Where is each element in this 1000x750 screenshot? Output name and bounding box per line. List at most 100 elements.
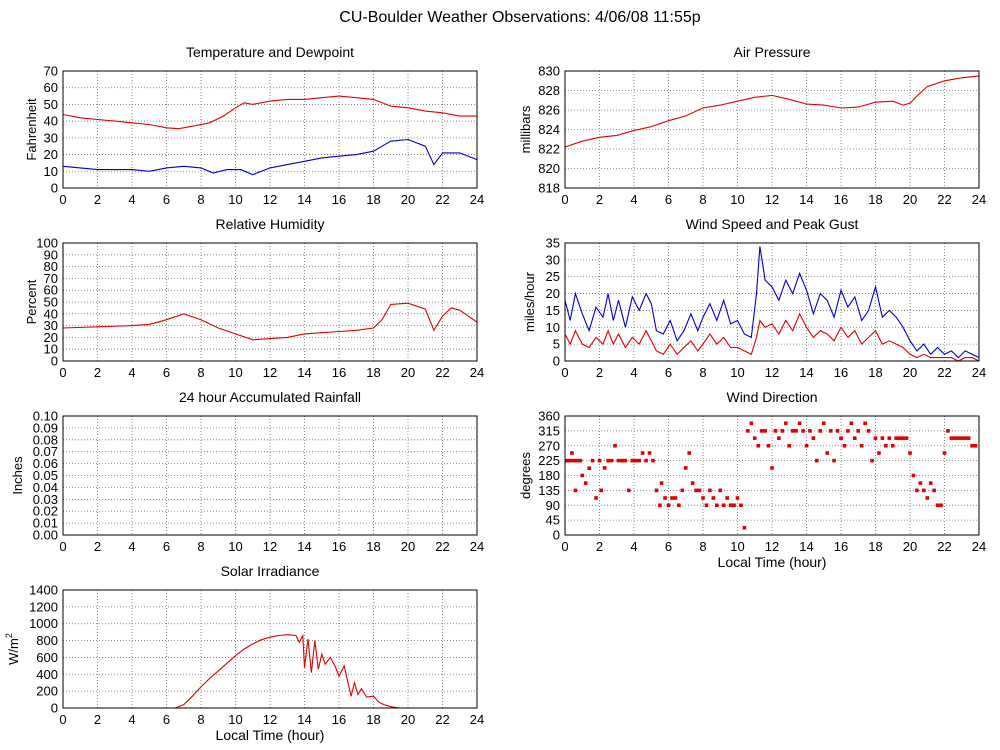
data-point xyxy=(746,429,750,433)
y-axis-label-superscript: 2 xyxy=(4,633,14,638)
data-point xyxy=(770,466,774,470)
data-point xyxy=(677,503,681,508)
x-tick-label: 20 xyxy=(903,365,917,380)
x-tick-label: 8 xyxy=(197,539,204,554)
y-tick-label: 0.10 xyxy=(33,409,58,424)
y-axis-label-text: Percent xyxy=(24,279,39,324)
x-tick-label: 8 xyxy=(699,365,706,380)
data-point xyxy=(654,488,659,493)
x-tick-label: 22 xyxy=(937,192,951,207)
x-tick-label: 22 xyxy=(937,365,951,380)
direction-y-axis-label: degrees xyxy=(518,452,533,499)
x-tick-label: 16 xyxy=(332,712,346,727)
x-tick-label: 4 xyxy=(128,712,135,727)
x-tick-label: 24 xyxy=(470,365,484,380)
data-point xyxy=(623,458,628,463)
data-point xyxy=(939,503,943,508)
data-point xyxy=(825,451,829,455)
data-point xyxy=(690,481,695,485)
y-tick-label: 400 xyxy=(36,667,58,682)
x-tick-label: 20 xyxy=(401,539,415,554)
y-tick-label: 0.00 xyxy=(33,528,58,543)
wind-plot-frame xyxy=(564,242,980,362)
y-tick-label: 180 xyxy=(538,468,560,483)
data-point xyxy=(663,496,667,500)
x-tick-label: 14 xyxy=(799,539,813,554)
data-point xyxy=(568,458,572,463)
data-point xyxy=(597,458,602,463)
data-point xyxy=(790,429,795,433)
y-tick-label: 15 xyxy=(546,303,560,318)
data-point xyxy=(687,451,691,455)
data-point xyxy=(801,429,805,433)
y-axis-label-text: Fahrenheit xyxy=(24,98,39,161)
data-point xyxy=(773,429,778,433)
data-point xyxy=(863,421,867,426)
data-point xyxy=(708,488,712,493)
data-point xyxy=(859,443,864,448)
data-point xyxy=(880,436,885,440)
x-tick-label: 0 xyxy=(561,365,568,380)
data-point xyxy=(728,503,733,508)
y-tick-label: 25 xyxy=(546,269,560,284)
x-tick-label: 6 xyxy=(665,192,672,207)
x-tick-label: 22 xyxy=(937,539,951,554)
x-tick-label: 16 xyxy=(834,365,848,380)
data-point xyxy=(894,436,898,440)
y-tick-label: 0 xyxy=(553,528,560,543)
data-point xyxy=(887,436,892,440)
x-tick-label: 18 xyxy=(366,539,380,554)
pressure-title: Air Pressure xyxy=(733,44,810,60)
data-point xyxy=(721,503,726,508)
y-tick-label: 828 xyxy=(538,83,560,98)
y-tick-label: 30 xyxy=(546,252,560,267)
data-point xyxy=(873,436,878,440)
data-point xyxy=(808,429,812,433)
data-point xyxy=(877,451,881,455)
y-tick-label: 822 xyxy=(538,142,560,157)
y-tick-label: 30 xyxy=(44,318,58,333)
data-point xyxy=(794,429,798,433)
x-tick-label: 18 xyxy=(868,192,882,207)
y-tick-label: 0 xyxy=(51,354,58,369)
data-point xyxy=(922,488,926,493)
data-point xyxy=(815,458,819,463)
y-tick-label: 10 xyxy=(44,342,58,357)
data-point xyxy=(942,451,947,455)
temp-series-1-line xyxy=(62,138,478,176)
y-tick-label: 0.03 xyxy=(33,492,58,507)
x-tick-label: 2 xyxy=(94,192,101,207)
y-tick-label: 20 xyxy=(546,286,560,301)
wind-series-0-line xyxy=(564,246,980,359)
data-point xyxy=(963,436,967,440)
x-tick-label: 20 xyxy=(401,365,415,380)
x-tick-label: 2 xyxy=(596,192,603,207)
y-tick-label: 315 xyxy=(538,423,560,438)
data-point xyxy=(849,421,854,426)
x-tick-label: 14 xyxy=(799,192,813,207)
temp-series-0-line xyxy=(62,95,477,130)
x-tick-label: 12 xyxy=(263,539,277,554)
y-axis-label-text: W/m xyxy=(6,638,21,665)
data-point xyxy=(928,481,933,485)
direction-title: Wind Direction xyxy=(726,389,817,405)
x-tick-label: 12 xyxy=(263,192,277,207)
data-point xyxy=(647,451,652,455)
data-point xyxy=(683,466,688,470)
data-point xyxy=(578,458,583,463)
x-tick-label: 4 xyxy=(630,365,637,380)
x-tick-label: 16 xyxy=(834,192,848,207)
y-tick-label: 0 xyxy=(51,181,58,196)
x-tick-label: 8 xyxy=(197,712,204,727)
x-tick-label: 14 xyxy=(297,192,311,207)
x-tick-label: 12 xyxy=(765,539,779,554)
y-tick-label: 824 xyxy=(538,122,560,137)
y-tick-label: 20 xyxy=(44,330,58,345)
x-tick-label: 24 xyxy=(972,192,986,207)
data-point xyxy=(587,466,591,471)
rain-title: 24 hour Accumulated Rainfall xyxy=(179,389,361,405)
x-tick-label: 16 xyxy=(834,539,848,554)
